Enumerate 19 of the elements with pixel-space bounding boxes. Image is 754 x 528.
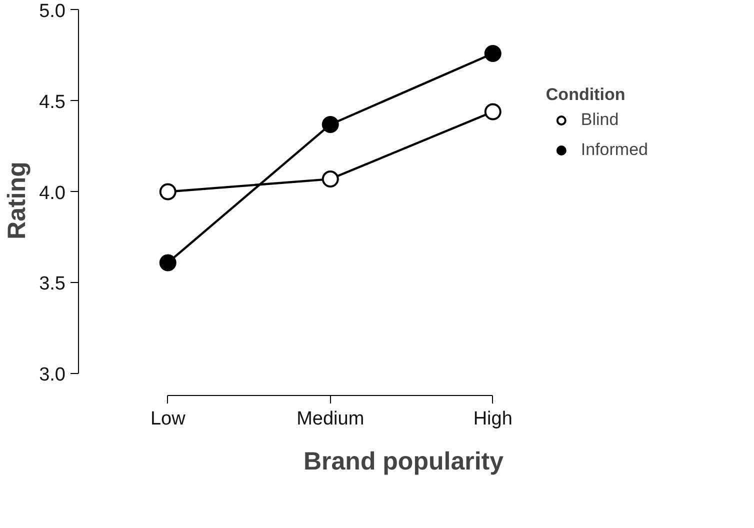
y-tick-label: 5.0 [39, 0, 66, 22]
point [159, 254, 176, 272]
x-tick-label: High [473, 408, 512, 430]
legend-label: Blind [580, 110, 619, 130]
legend-title: Condition [546, 85, 626, 105]
x-axis-title: Brand popularity [303, 448, 504, 476]
legend-label: Informed [580, 140, 648, 160]
x-tick-label: Low [150, 408, 186, 430]
point [484, 103, 502, 120]
y-axis-title: Rating [3, 162, 32, 240]
y-tick-label: 3.5 [39, 274, 66, 295]
y-tick-label: 4.0 [39, 182, 66, 204]
point [322, 116, 339, 133]
x-tick-label: Medium [296, 408, 364, 430]
point [322, 170, 339, 188]
y-tick-label: 3.0 [39, 364, 66, 386]
point [484, 45, 502, 62]
y-tick-label: 4.5 [39, 92, 66, 113]
point [159, 183, 176, 200]
